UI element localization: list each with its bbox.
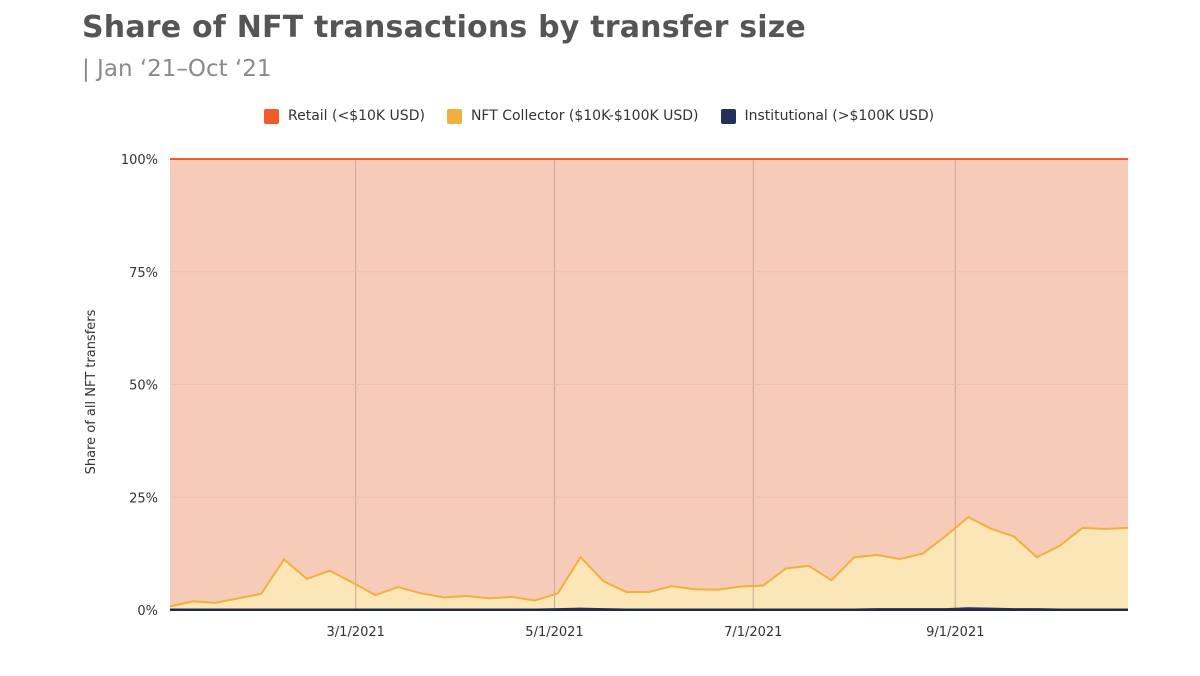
y-tick-label: 25% bbox=[129, 491, 158, 506]
y-tick-label: 50% bbox=[129, 379, 158, 394]
legend: Retail (<$10K USD) NFT Collector ($10K-$… bbox=[264, 108, 934, 124]
legend-swatch-collector bbox=[446, 108, 462, 124]
x-tick-label: 7/1/2021 bbox=[724, 625, 782, 640]
x-tick-label: 5/1/2021 bbox=[525, 625, 583, 640]
chart-title: Share of NFT transactions by transfer si… bbox=[82, 10, 806, 45]
legend-label-retail: Retail (<$10K USD) bbox=[288, 108, 425, 124]
y-tick-label: 100% bbox=[121, 153, 158, 168]
gridlines bbox=[170, 159, 1128, 610]
x-tick-label: 3/1/2021 bbox=[327, 625, 385, 640]
chart-subtitle: | Jan ‘21–Oct ‘21 bbox=[82, 56, 272, 82]
legend-item-institutional: Institutional (>$100K USD) bbox=[720, 108, 935, 124]
y-axis-label: Share of all NFT transfers bbox=[84, 309, 99, 474]
legend-swatch-retail bbox=[264, 108, 279, 124]
legend-swatch-institutional bbox=[720, 108, 736, 124]
y-tick-label: 75% bbox=[129, 266, 158, 281]
x-axis: 3/1/2021 5/1/2021 7/1/2021 9/1/2021 bbox=[327, 625, 985, 640]
collector-line bbox=[169, 515, 1129, 608]
legend-item-collector: NFT Collector ($10K-$100K USD) bbox=[446, 108, 699, 124]
y-axis: 0% 25% 50% 75% 100% bbox=[121, 153, 158, 619]
legend-label-institutional: Institutional (>$100K USD) bbox=[744, 108, 935, 124]
x-tick-label: 9/1/2021 bbox=[926, 625, 984, 640]
legend-item-retail: Retail (<$10K USD) bbox=[264, 108, 425, 124]
legend-label-collector: NFT Collector ($10K-$100K USD) bbox=[470, 108, 699, 124]
series-lines bbox=[169, 158, 1129, 611]
y-tick-label: 0% bbox=[137, 604, 158, 619]
collector-area bbox=[170, 517, 1128, 610]
